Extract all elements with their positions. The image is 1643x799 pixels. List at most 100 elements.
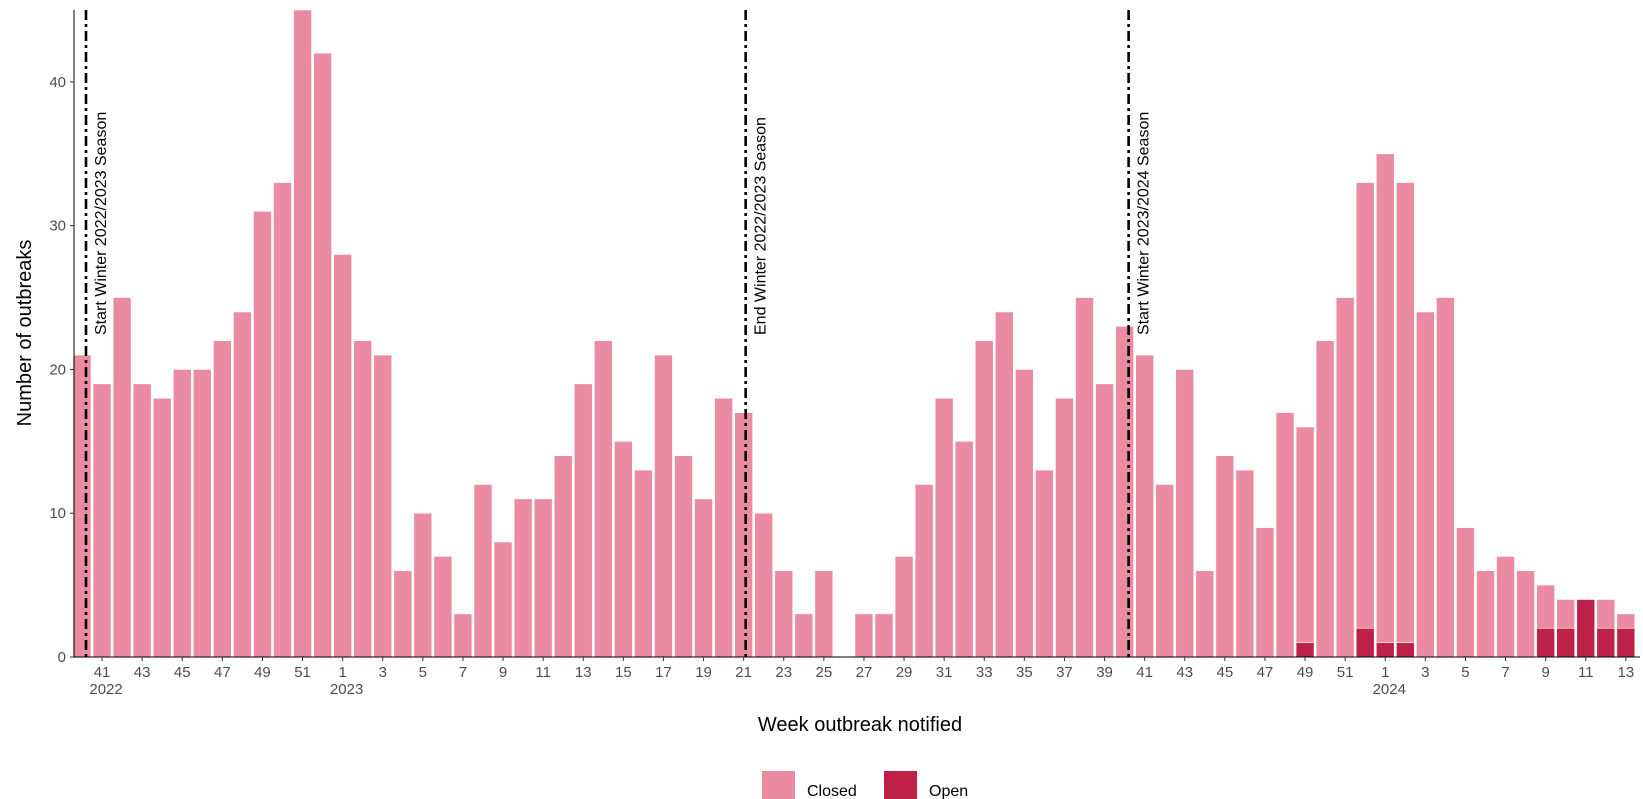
bar-closed-6 (193, 369, 212, 658)
x-tick-label-47: 35 (1016, 664, 1033, 681)
x-tick-label-63: 51 (1337, 664, 1354, 681)
season-line-label-1: End Winter 2022/2023 Season (753, 117, 770, 335)
bar-closed-41 (894, 556, 914, 658)
bar-closed-31 (694, 498, 713, 658)
bar-closed-32 (714, 397, 733, 658)
bar-closed-7 (213, 340, 232, 658)
bar-closed-12 (313, 52, 332, 658)
bar-closed-62 (1315, 340, 1335, 658)
bar-closed-53 (1135, 354, 1154, 658)
season-lines-group: Start Winter 2022/2023 Season End Winter … (84, 10, 1153, 657)
x-tick-label-3: 43 (134, 664, 151, 681)
legend-label-open: Open (929, 783, 968, 799)
bar-closed-70 (1476, 570, 1495, 658)
bar-closed-58 (1235, 469, 1255, 658)
y-tick-label-0: 0 (58, 649, 66, 666)
bar-closed-0 (72, 354, 92, 658)
x-tick-label-55: 43 (1176, 664, 1193, 681)
bar-closed-15 (373, 354, 393, 658)
x-tick-label-33: 21 (735, 664, 752, 681)
bar-closed-60 (1275, 412, 1295, 658)
bar-closed-43 (934, 397, 954, 658)
bar-closed-23 (533, 498, 553, 658)
bar-closed-73 (1536, 584, 1555, 629)
bar-closed-1 (92, 383, 112, 658)
bar-open-66 (1396, 642, 1415, 658)
x-tick-label-15: 3 (379, 664, 387, 681)
x-tick-label-31: 19 (695, 664, 712, 681)
x-tick-label-23: 11 (535, 664, 551, 681)
season-line-label-0: Start Winter 2022/2023 Season (93, 112, 110, 335)
bar-open-76 (1596, 627, 1616, 658)
bar-closed-59 (1255, 527, 1275, 658)
bar-open-74 (1556, 627, 1575, 658)
bar-closed-16 (393, 570, 413, 658)
year-label-2024: 2024 (1373, 681, 1406, 698)
bar-closed-64 (1355, 182, 1375, 629)
y-tick-label-20: 20 (49, 361, 66, 378)
x-tick-label-61: 49 (1297, 664, 1314, 681)
x-tick-label-19: 7 (459, 664, 467, 681)
legend: Closed Open (762, 771, 968, 799)
bar-closed-55 (1175, 369, 1195, 658)
bar-closed-34 (754, 512, 774, 658)
bar-closed-71 (1496, 556, 1515, 658)
bar-closed-77 (1616, 613, 1636, 629)
bar-closed-37 (814, 570, 834, 658)
bar-closed-27 (614, 441, 633, 658)
bar-closed-52 (1115, 326, 1134, 658)
bar-closed-45 (974, 340, 994, 658)
y-tick-label-40: 40 (49, 74, 66, 91)
x-tick-label-17: 5 (419, 664, 427, 681)
bar-closed-21 (493, 541, 513, 658)
bar-closed-9 (253, 210, 272, 658)
bar-closed-50 (1075, 297, 1094, 658)
season-line-label-2: Start Winter 2023/2024 Season (1136, 112, 1153, 335)
bar-closed-4 (152, 397, 172, 658)
x-tick-label-13: 1 (338, 664, 346, 681)
x-tick-label-5: 45 (174, 664, 191, 681)
bar-closed-8 (233, 311, 252, 658)
bar-closed-36 (794, 613, 814, 658)
bar-closed-3 (132, 383, 152, 658)
x-axis-title: Week outbreak notified (758, 714, 962, 736)
y-tick-label-30: 30 (49, 218, 66, 235)
x-tick-label-51: 39 (1096, 664, 1113, 681)
x-tick-label-53: 41 (1136, 664, 1153, 681)
bar-closed-65 (1375, 153, 1395, 643)
bar-closed-25 (573, 383, 593, 658)
bars-group (72, 9, 1636, 658)
bar-closed-42 (914, 484, 934, 658)
bar-closed-11 (293, 9, 312, 658)
x-tick-label-37: 25 (816, 664, 833, 681)
bar-open-75 (1576, 599, 1596, 658)
bar-closed-26 (593, 340, 613, 658)
bar-closed-68 (1436, 297, 1455, 658)
x-tick-label-49: 37 (1056, 664, 1073, 681)
x-tick-label-65: 1 (1381, 664, 1389, 681)
x-tick-label-45: 33 (976, 664, 993, 681)
bar-closed-18 (433, 556, 453, 658)
bar-closed-29 (654, 354, 673, 658)
bar-closed-72 (1516, 570, 1535, 658)
bar-closed-14 (353, 340, 373, 658)
bar-closed-74 (1556, 599, 1575, 629)
bar-closed-63 (1335, 297, 1355, 658)
legend-label-closed: Closed (807, 783, 857, 799)
bar-open-73 (1536, 627, 1555, 658)
bar-closed-20 (473, 484, 493, 658)
bar-closed-51 (1095, 383, 1114, 658)
x-tick-label-29: 17 (655, 664, 672, 681)
x-tick-label-67: 3 (1421, 664, 1429, 681)
bar-closed-10 (273, 182, 292, 658)
bar-closed-54 (1155, 484, 1174, 658)
x-tick-label-1: 41 (94, 664, 111, 681)
x-tick-label-9: 49 (254, 664, 271, 681)
x-tick-label-21: 9 (499, 664, 507, 681)
x-tick-label-41: 29 (896, 664, 913, 681)
bar-closed-61 (1295, 426, 1315, 643)
bar-closed-49 (1055, 397, 1074, 658)
x-tick-label-39: 27 (856, 664, 873, 681)
x-tick-label-27: 15 (615, 664, 632, 681)
